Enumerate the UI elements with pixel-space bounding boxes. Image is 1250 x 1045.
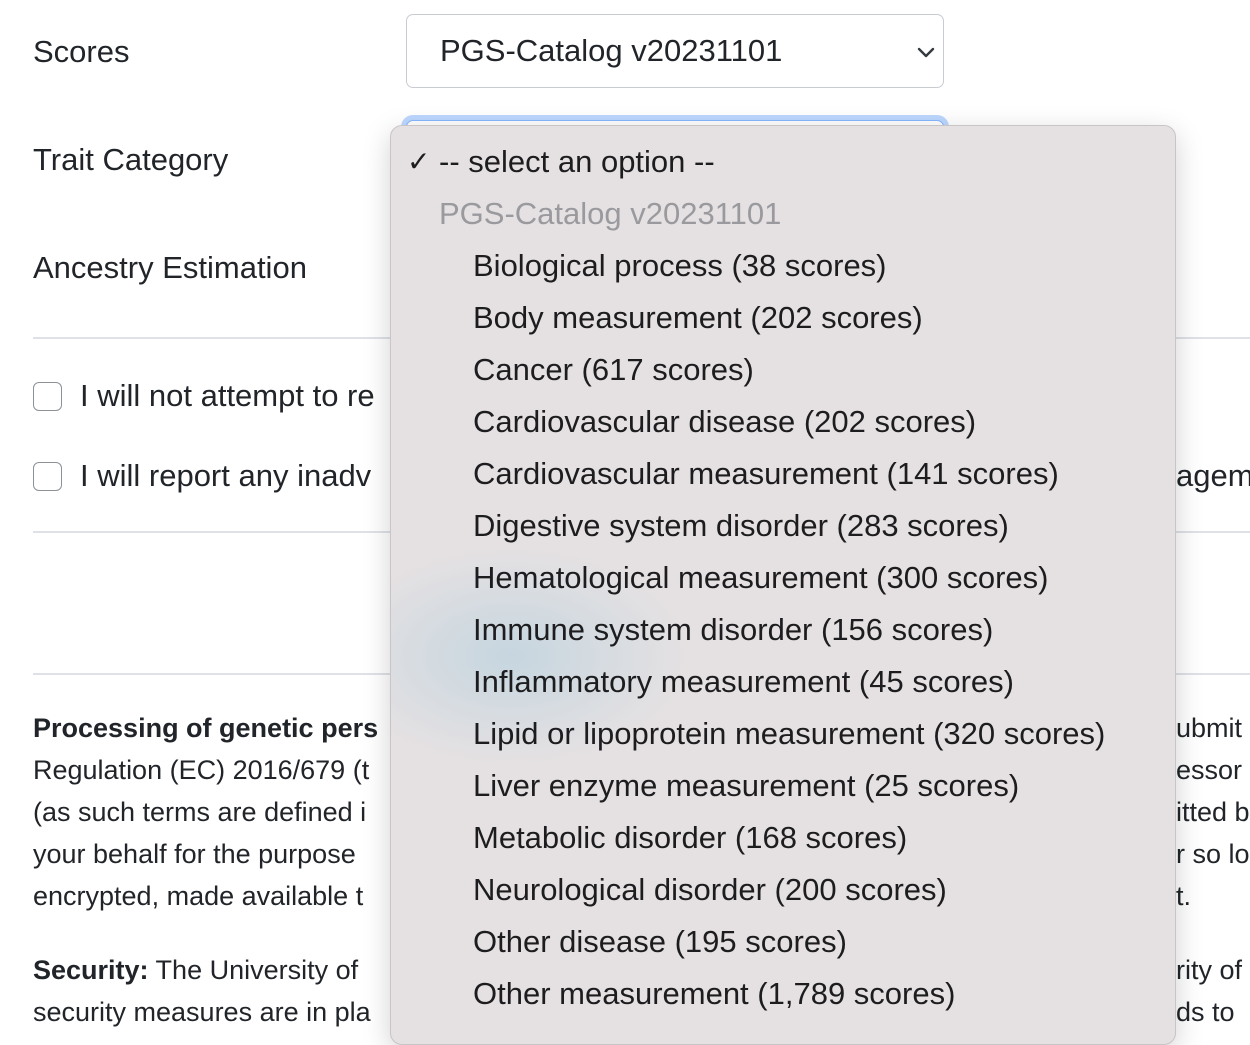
dropdown-option-label: Cancer (617 scores) [473,352,754,387]
dropdown-option[interactable]: Neurological disorder (200 scores) [391,864,1175,916]
paragraph-tail: t. [1176,881,1192,911]
report-checkbox-label: I will report any inadv [80,458,372,493]
security-tail: ds to [1176,997,1235,1027]
paragraph-line: your behalf for the purpose [33,839,356,869]
agreement-checkbox-label: I will not attempt to re [80,378,375,413]
dropdown-option-label: Other disease (195 scores) [473,924,847,959]
dropdown-option[interactable]: Metabolic disorder (168 scores) [391,812,1175,864]
dropdown-option-label: Other measurement (1,789 scores) [473,976,956,1011]
trait-category-label: Trait Category [33,142,229,177]
paragraph-line: (as such terms are defined i [33,797,367,827]
dropdown-group-text: PGS-Catalog v20231101 [439,196,782,231]
dropdown-option[interactable]: Cardiovascular measurement (141 scores) [391,448,1175,500]
dropdown-option-label: Body measurement (202 scores) [473,300,923,335]
dropdown-option-placeholder[interactable]: ✓ -- select an option -- [391,136,1175,188]
dropdown-option-label: Hematological measurement (300 scores) [473,560,1049,595]
paragraph-tail: r so lo [1176,839,1250,869]
dropdown-option[interactable]: Inflammatory measurement (45 scores) [391,656,1175,708]
dropdown-option[interactable]: Biological process (38 scores) [391,240,1175,292]
dropdown-option-label: Inflammatory measurement (45 scores) [473,664,1014,699]
dropdown-option[interactable]: Immune system disorder (156 scores) [391,604,1175,656]
trait-category-dropdown-menu[interactable]: ✓ -- select an option -- PGS-Catalog v20… [390,125,1176,1045]
paragraph-tail: itted b [1176,797,1250,827]
dropdown-option[interactable]: Lipid or lipoprotein measurement (320 sc… [391,708,1175,760]
dropdown-option-label: Metabolic disorder (168 scores) [473,820,908,855]
hover-glow [391,546,691,766]
paragraph-tail: essor [1176,755,1243,785]
security-line: security measures are in pla [33,997,371,1027]
paragraph-tail: ubmit [1176,713,1243,743]
security-tail: rity of [1176,955,1243,985]
security-paragraph: Security: The University of security mea… [33,949,1250,1033]
dropdown-option-label: Liver enzyme measurement (25 scores) [473,768,1020,803]
dropdown-option-label: Cardiovascular disease (202 scores) [473,404,977,439]
scores-select[interactable]: PGS-Catalog v20231101 [406,14,944,88]
dropdown-option[interactable]: Liver enzyme measurement (25 scores) [391,760,1175,812]
dropdown-option[interactable]: Cardiovascular disease (202 scores) [391,396,1175,448]
dropdown-group-label: PGS-Catalog v20231101 [391,188,1175,240]
dropdown-option-label: Lipid or lipoprotein measurement (320 sc… [473,716,1106,751]
dropdown-option[interactable]: Cancer (617 scores) [391,344,1175,396]
agreement-checkbox-row[interactable]: I will not attempt to re [33,378,375,414]
scores-label: Scores [33,34,130,69]
dropdown-option-label: Biological process (38 scores) [473,248,887,283]
dropdown-option[interactable]: Other measurement (1,789 scores) [391,968,1175,1020]
dropdown-option-label: Cardiovascular measurement (141 scores) [473,456,1059,491]
processing-heading: Processing of genetic pers [33,713,379,743]
chevron-down-icon [917,47,935,58]
paragraph-line: Regulation (EC) 2016/679 (t [33,755,370,785]
checkmark-icon: ✓ [407,146,431,177]
dropdown-option[interactable]: Hematological measurement (300 scores) [391,552,1175,604]
dropdown-option[interactable]: Other disease (195 scores) [391,916,1175,968]
dropdown-option-label: Immune system disorder (156 scores) [473,612,994,647]
dropdown-option[interactable]: Body measurement (202 scores) [391,292,1175,344]
security-line: The University of [148,955,359,985]
ancestry-estimation-label: Ancestry Estimation [33,250,307,285]
report-checkbox[interactable] [33,461,62,491]
dropdown-option-label: Neurological disorder (200 scores) [473,872,947,907]
agreement-checkbox[interactable] [33,381,62,411]
paragraph-line: encrypted, made available t [33,881,364,911]
report-checkbox-label-tail: ageme [1176,458,1250,493]
processing-paragraph: Processing of genetic pers Regulation (E… [33,707,1250,917]
security-heading: Security: [33,955,149,985]
report-checkbox-row[interactable]: I will report any inadv [33,458,371,494]
dropdown-option[interactable]: Digestive system disorder (283 scores) [391,500,1175,552]
scores-select-value: PGS-Catalog v20231101 [440,33,783,68]
dropdown-option-label: Digestive system disorder (283 scores) [473,508,1009,543]
dropdown-option-label: -- select an option -- [439,144,715,179]
